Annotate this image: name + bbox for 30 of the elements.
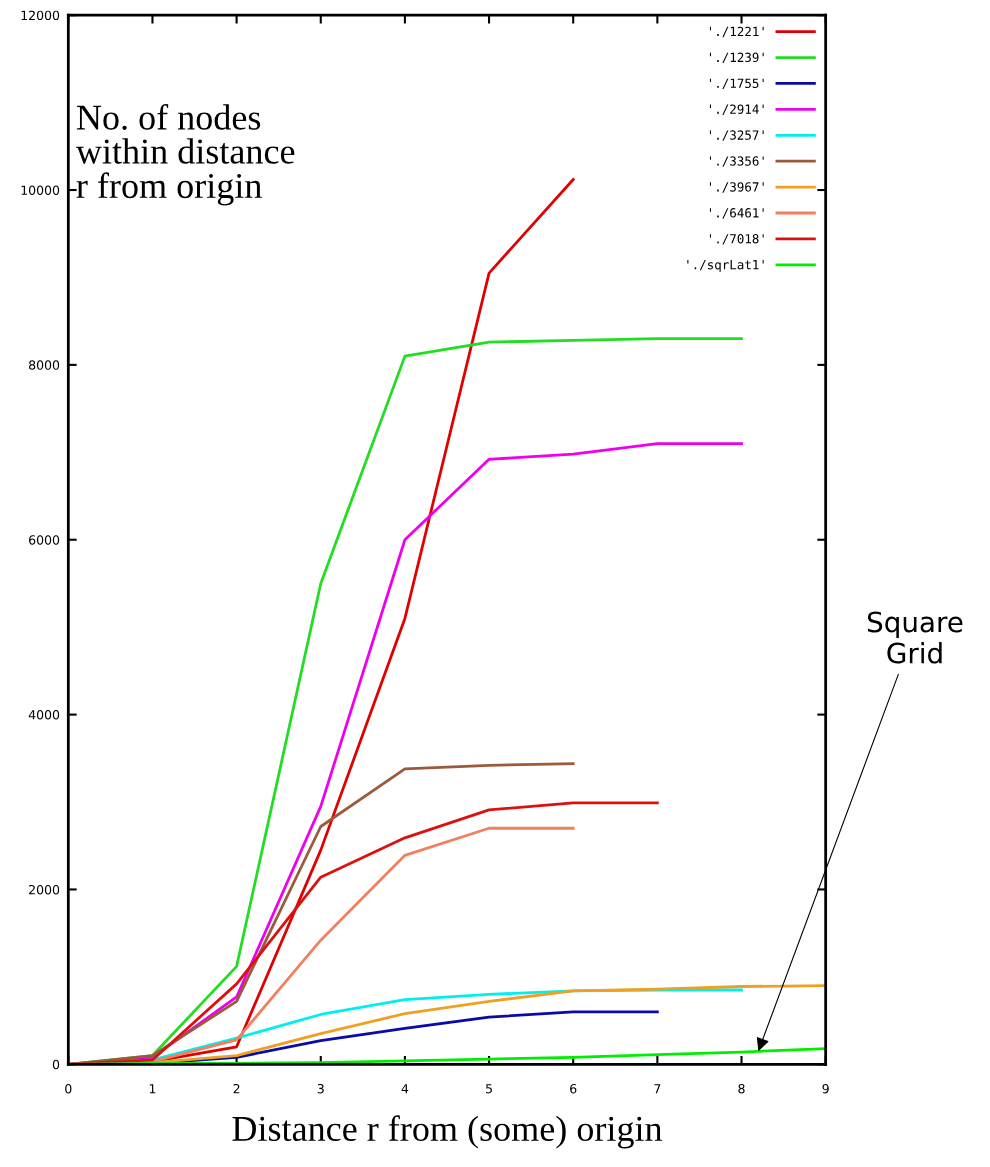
legend-label: './3356' [709,156,764,167]
x-tick-label: 1 [149,1084,156,1094]
x-tick-label: 4 [401,1084,409,1094]
y-tick-label: 6000 [29,535,60,545]
y-tick-label: 12000 [21,10,60,21]
legend-label: './1221' [709,26,764,38]
legend-label: './6461' [709,208,764,219]
y-tick-label: 0 [52,1059,60,1070]
x-tick-label: 3 [317,1083,324,1094]
y-tick-label: 10000 [21,185,60,195]
y-tick-label: 4000 [28,710,60,720]
x-tick-label: 5 [486,1084,492,1094]
x-tick-label: 9 [822,1083,829,1094]
x-axis-title: Distance r from (some) origin [232,1115,663,1149]
legend-label: './7018' [709,234,764,245]
y-tick-label: 2000 [29,884,60,895]
y-tick-label: 8000 [29,360,60,370]
x-tick-label: 6 [570,1083,577,1094]
y-axis-title: No. of nodes within distance r from origin [75,103,295,206]
legend-label: './1239' [709,52,764,64]
legend-label: './3967' [709,182,764,193]
legend-label: './sqrLat1' [687,260,764,272]
x-tick-label: 2 [233,1083,240,1094]
legend-label: './1755' [709,78,764,89]
x-tick-label: 0 [65,1083,72,1094]
annotation: Square Grid [867,611,963,664]
x-tick-label: 8 [738,1083,745,1094]
legend-label: './3257' [709,130,764,141]
legend-label: './2914' [709,104,764,115]
x-tick-label: 7 [654,1084,661,1094]
